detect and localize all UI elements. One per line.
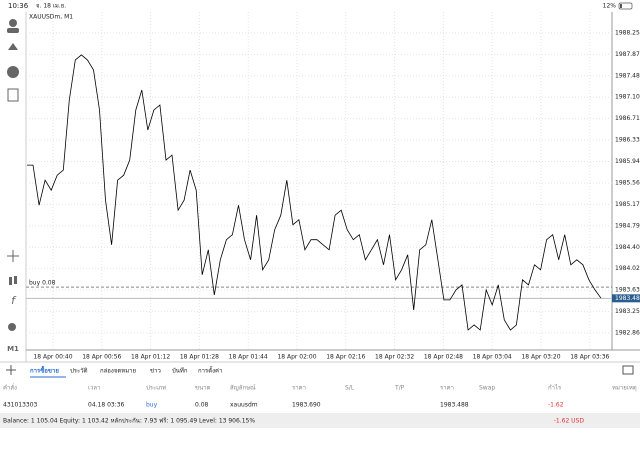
indicator-icon[interactable]: f (11, 294, 17, 307)
footer-summary: Balance: 1 105.04 Equity: 1 103.42 หลักป… (3, 417, 255, 425)
table-header: เวลา (88, 385, 100, 392)
bid-label-bg (612, 294, 640, 303)
table-cell: 431013303 (3, 402, 38, 409)
footer-bar (0, 413, 640, 428)
timeframe-button[interactable]: M1 (7, 345, 19, 353)
table-header: สัญลักษณ์ (230, 384, 256, 392)
chart-symbol: XAUUSDm, M1 (29, 14, 73, 21)
table-cell: -1.62 (548, 402, 564, 409)
battery-icon (618, 2, 633, 10)
time-label: 18 Apr 02:16 (326, 354, 365, 361)
time-label: 18 Apr 01:44 (229, 354, 268, 361)
price-label: 1986.715 (615, 115, 640, 122)
price-label: 1987.100 (615, 94, 640, 101)
table-header: ราคา (440, 385, 454, 392)
table-header: คำสั่ง (3, 384, 17, 392)
tab[interactable]: บันทึก (172, 368, 188, 375)
price-label: 1984.020 (615, 265, 640, 272)
time-label: 18 Apr 00:40 (33, 354, 72, 361)
price-label: 1987.485 (615, 72, 640, 79)
time-label: 18 Apr 00:56 (82, 354, 121, 361)
table-header: ขนาด (195, 385, 211, 392)
table-header: ประเภท (146, 385, 166, 392)
price-label: 1984.405 (615, 244, 640, 251)
time-label: 18 Apr 02:32 (375, 354, 414, 361)
price-label: 1985.945 (615, 158, 640, 165)
time-label: 18 Apr 02:00 (277, 354, 316, 361)
time-label: 18 Apr 01:12 (131, 354, 170, 361)
table-cell: 1983.488 (440, 402, 469, 409)
tab[interactable]: ข่าว (150, 368, 161, 375)
battery-level (620, 4, 622, 8)
tab[interactable]: ประวัติ (70, 368, 88, 375)
trade-icon[interactable] (8, 43, 18, 50)
status-date: จ. 18 เม.ย. (36, 3, 66, 10)
table-header: T/P (394, 385, 405, 392)
footer-total: -1.62 USD (554, 418, 585, 425)
table-cell: 0.08 (195, 402, 209, 409)
status-time: 10:36 (8, 2, 29, 10)
time-label: 18 Apr 01:28 (180, 354, 219, 361)
account-icon-body (7, 28, 19, 33)
table-cell: buy (146, 402, 158, 409)
time-label: 18 Apr 03:36 (570, 354, 609, 361)
price-label: 1985.560 (615, 179, 640, 186)
table-cell: xauusdm (230, 402, 258, 409)
chat-icon[interactable] (7, 66, 19, 78)
crosshair-icon[interactable] (7, 250, 19, 262)
price-label: 1983.635 (615, 287, 640, 294)
table-header: ราคา (292, 385, 306, 392)
new-icon[interactable] (7, 88, 19, 102)
tab[interactable]: การซื้อขาย (30, 365, 59, 375)
candle-icon-2 (14, 276, 17, 284)
bid-label: 1983.488 (615, 295, 640, 302)
table-header: กำไร (548, 384, 562, 392)
order-label: buy 0.08 (29, 280, 56, 287)
tab[interactable]: การตั้งค่า (198, 365, 222, 375)
price-label: 1988.255 (615, 29, 640, 36)
table-cell: 1983.690 (292, 402, 321, 409)
price-label: 1986.330 (615, 137, 640, 144)
add-button[interactable] (6, 365, 16, 375)
table-header: หมายเหตุ (612, 385, 637, 392)
time-label: 18 Apr 02:48 (424, 354, 463, 361)
time-label: 18 Apr 03:20 (521, 354, 560, 361)
table-header: S/L (345, 385, 355, 392)
toolbar: f (7, 19, 19, 331)
price-label: 1985.175 (615, 201, 640, 208)
objects-icon[interactable] (8, 323, 16, 331)
tab[interactable]: กล่องจดหมาย (100, 368, 136, 375)
table-cell: 04.18 03:36 (88, 402, 125, 409)
price-label: 1982.865 (615, 330, 640, 337)
price-line (27, 54, 602, 331)
status-battery: 12% (603, 3, 617, 10)
price-label: 1987.87 (615, 51, 640, 58)
table-header: Swap (479, 385, 495, 392)
time-label: 18 Apr 03:04 (473, 354, 512, 361)
panel-icon[interactable] (622, 365, 634, 375)
account-icon[interactable] (9, 19, 17, 27)
price-label: 1983.250 (615, 308, 640, 315)
price-label: 1984.790 (615, 222, 640, 229)
candle-icon[interactable] (9, 277, 12, 285)
